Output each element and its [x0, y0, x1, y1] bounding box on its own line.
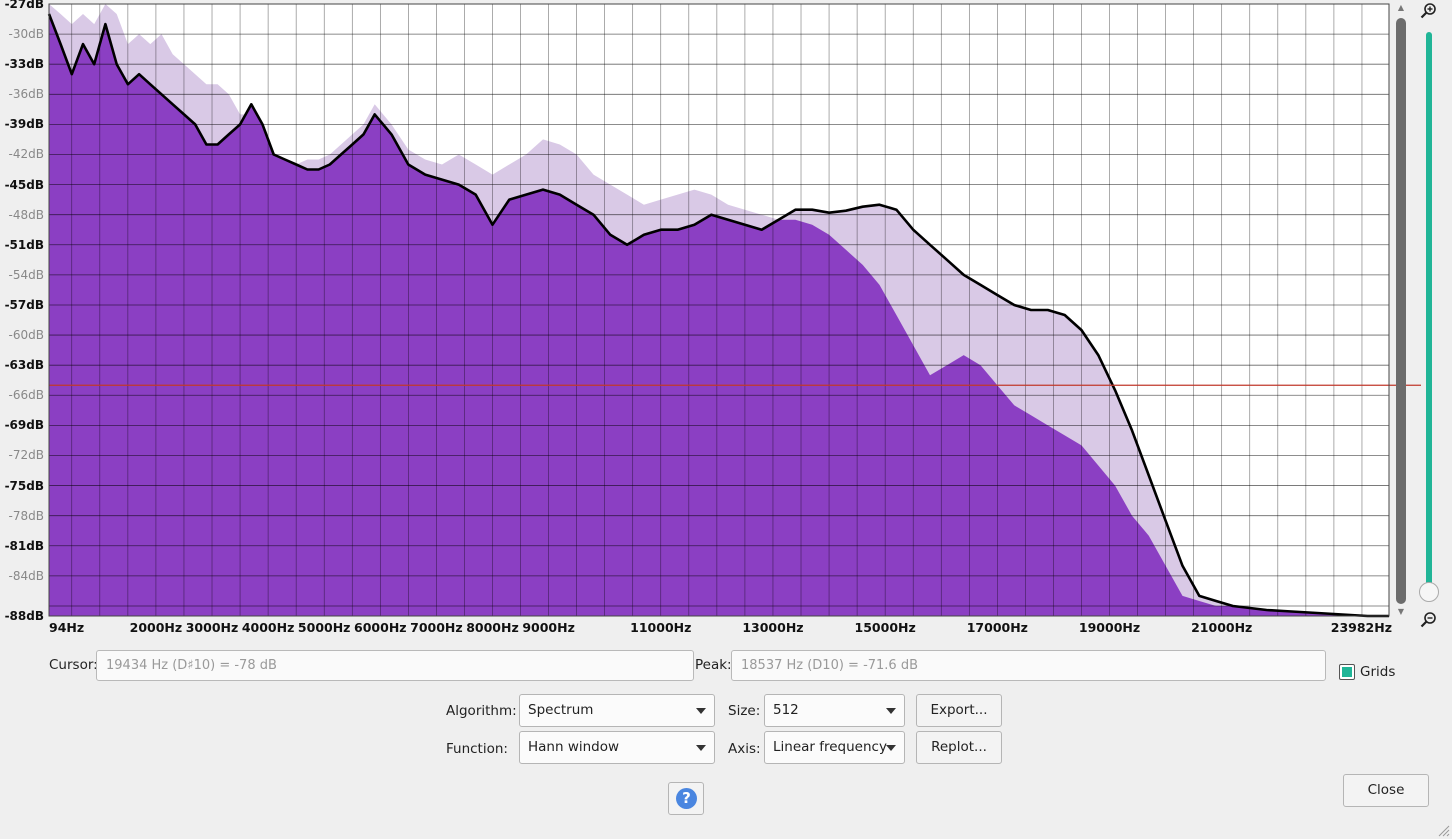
y-tick-label: -39dB [4, 117, 44, 132]
spectrum-area [49, 14, 1389, 616]
y-tick-label: -81dB [4, 538, 44, 553]
algorithm-value: Spectrum [528, 702, 594, 718]
axis-value: Linear frequency [773, 739, 887, 755]
function-select[interactable]: Hann window [519, 731, 715, 764]
x-tick-label: 2000Hz [129, 620, 183, 635]
y-tick-label: -51dB [4, 237, 44, 252]
function-label: Function: [446, 741, 508, 757]
x-tick-label: 7000Hz [410, 620, 463, 635]
y-tick-label: -42dB [8, 147, 44, 162]
size-select[interactable]: 512 [764, 694, 905, 727]
help-button[interactable]: ? [668, 782, 704, 815]
y-tick-label: -84dB [8, 568, 44, 583]
zoom-out-icon[interactable] [1420, 611, 1438, 629]
x-tick-label: 3000Hz [185, 620, 239, 635]
algorithm-select[interactable]: Spectrum [519, 694, 715, 727]
y-tick-label: -66dB [8, 388, 44, 403]
chevron-down-icon [886, 745, 896, 751]
x-tick-label: 15000Hz [854, 620, 916, 635]
zoom-in-icon[interactable] [1420, 2, 1438, 20]
x-tick-label: 11000Hz [630, 620, 692, 635]
peak-label: Peak: [695, 657, 732, 673]
x-tick-label: 17000Hz [966, 620, 1028, 635]
axis-select[interactable]: Linear frequency [764, 731, 905, 764]
zoom-slider-handle[interactable] [1419, 582, 1439, 602]
y-tick-label: -54dB [8, 267, 44, 282]
y-tick-label: -36dB [8, 87, 44, 102]
cursor-readout: 19434 Hz (D♯10) = -78 dB [96, 650, 694, 681]
y-tick-label: -33dB [4, 57, 44, 72]
vertical-scrollbar[interactable]: ▲ ▼ [1395, 4, 1407, 616]
chevron-down-icon [696, 745, 706, 751]
peak-hold-line [47, 13, 1389, 618]
x-tick-label: 21000Hz [1191, 620, 1253, 635]
y-tick-label: -27dB [4, 0, 44, 11]
y-tick-label: -30dB [8, 27, 44, 42]
spectrum-plot[interactable] [0, 0, 1452, 639]
x-tick-label: 4000Hz [241, 620, 295, 635]
x-tick-label: 6000Hz [354, 620, 407, 635]
scrollbar-thumb[interactable] [1396, 18, 1406, 604]
zoom-slider-track[interactable] [1426, 32, 1432, 592]
x-tick-label: 13000Hz [742, 620, 804, 635]
y-tick-label: -57dB [4, 297, 44, 312]
y-tick-label: -48dB [8, 207, 44, 222]
peak-readout: 18537 Hz (D10) = -71.6 dB [731, 650, 1326, 681]
x-tick-label: 9000Hz [522, 620, 575, 635]
y-tick-label: -72dB [8, 448, 44, 463]
size-value: 512 [773, 702, 799, 718]
y-tick-label: -75dB [4, 478, 44, 493]
cursor-label: Cursor: [49, 657, 98, 673]
y-tick-label: -45dB [4, 177, 44, 192]
plot-frame [48, 3, 1390, 617]
y-tick-label: -69dB [4, 418, 44, 433]
scroll-up-arrow-icon[interactable]: ▲ [1397, 3, 1405, 12]
y-tick-label: -63dB [4, 358, 44, 373]
size-label: Size: [728, 703, 761, 719]
replot-button[interactable]: Replot... [916, 731, 1002, 764]
y-tick-label: -60dB [8, 328, 44, 343]
x-tick-label: 5000Hz [297, 620, 351, 635]
scroll-down-arrow-icon[interactable]: ▼ [1397, 607, 1405, 616]
x-tick-label: 19000Hz [1078, 620, 1141, 635]
x-tick-label: 94Hz [49, 620, 85, 635]
y-tick-label: -88dB [4, 609, 44, 623]
chevron-down-icon [886, 708, 896, 714]
grids-label[interactable]: Grids [1360, 664, 1396, 680]
y-tick-label: -78dB [8, 508, 44, 523]
chevron-down-icon [696, 708, 706, 714]
function-value: Hann window [528, 739, 620, 755]
grids-checkbox[interactable] [1339, 664, 1355, 680]
algorithm-label: Algorithm: [446, 703, 517, 719]
export-button[interactable]: Export... [916, 694, 1002, 727]
axis-label: Axis: [728, 741, 761, 757]
x-tick-label: 23982Hz [1330, 620, 1392, 635]
x-tick-label: 8000Hz [466, 620, 519, 635]
help-icon: ? [676, 788, 697, 809]
close-button[interactable]: Close [1343, 774, 1429, 807]
checkmark-icon [1342, 667, 1352, 677]
resize-grip-icon[interactable] [1436, 823, 1450, 837]
